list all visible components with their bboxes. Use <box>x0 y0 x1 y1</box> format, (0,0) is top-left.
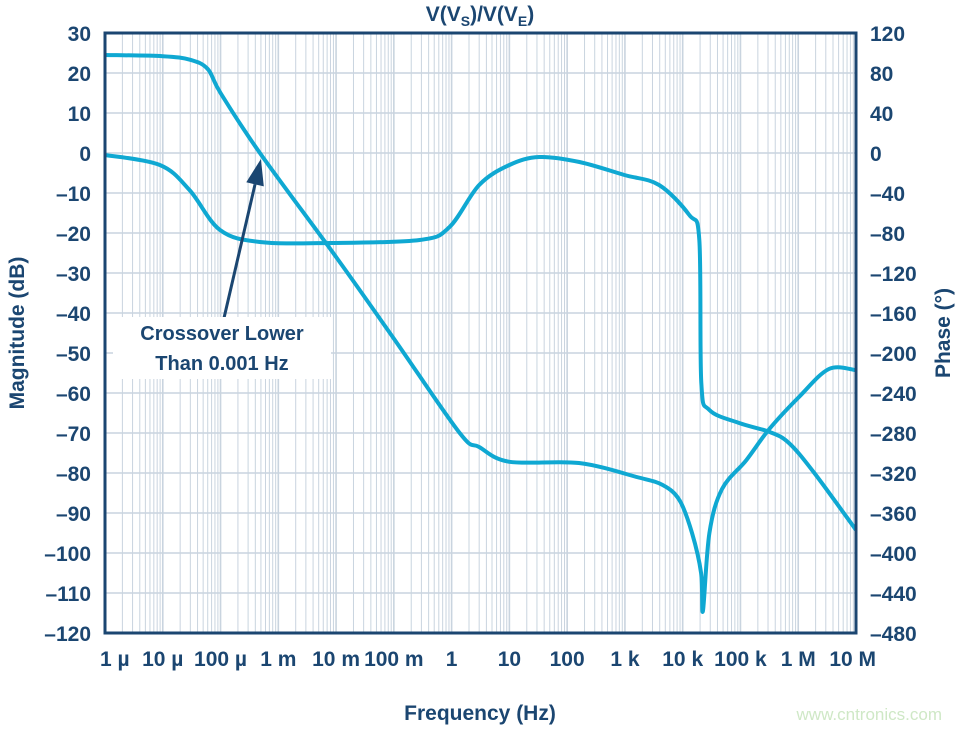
x-tick-label: 1 µ <box>100 648 130 671</box>
y-left-tick-label: –120 <box>44 623 91 646</box>
y-left-tick-label: –110 <box>45 583 91 606</box>
y-right-axis-label: Phase (°) <box>932 288 955 378</box>
y-right-tick-label: 40 <box>870 103 893 126</box>
annotation-box <box>113 317 331 379</box>
x-tick-label: 10 µ <box>142 648 183 671</box>
y-right-tick-label: –360 <box>870 503 917 526</box>
y-right-tick-label: –400 <box>870 543 917 566</box>
y-right-tick-label: –280 <box>870 423 917 446</box>
curves <box>104 53 858 614</box>
x-tick-label: 1 m <box>260 648 296 671</box>
y-right-tick-label: –320 <box>870 463 917 486</box>
x-tick-label: 1 k <box>610 648 640 671</box>
y-left-tick-label: –90 <box>56 503 91 526</box>
x-tick-label: 10 m <box>312 648 360 671</box>
x-tick-label: 10 <box>498 648 521 671</box>
chart-title: V(VS)/V(VE) <box>426 3 535 29</box>
x-tick-labels: 1 µ 10 µ 100 µ 1 m 10 m 100 m 1 10 100 1 k 10 k 100… <box>100 648 876 671</box>
magnitude-curve <box>104 53 857 614</box>
y-left-tick-label: 30 <box>68 23 91 46</box>
x-tick-label: 1 M <box>781 648 816 671</box>
y-left-tick-label: –40 <box>56 303 91 326</box>
y-left-tick-label: –70 <box>56 423 91 446</box>
y-left-tick-label: 10 <box>68 103 91 126</box>
y-right-tick-label: 0 <box>870 143 882 166</box>
x-tick-label: 10 M <box>829 648 876 671</box>
phase-curve <box>104 153 858 532</box>
watermark: www.cntronics.com <box>796 705 942 724</box>
x-tick-label: 1 <box>446 648 458 671</box>
y-right-tick-label: –440 <box>870 583 917 606</box>
y-right-tick-label: –80 <box>870 223 905 246</box>
x-tick-label: 100 <box>550 648 585 671</box>
y-left-tick-label: –60 <box>56 383 91 406</box>
x-tick-label: 10 k <box>662 648 703 671</box>
plot-frame <box>103 31 858 635</box>
y-right-tick-label: –160 <box>870 303 917 326</box>
annotation-line-2: Than 0.001 Hz <box>155 353 288 375</box>
x-tick-label: 100 µ <box>194 648 247 671</box>
y-left-tick-label: –20 <box>56 223 91 246</box>
x-axis-label: Frequency (Hz) <box>404 702 556 725</box>
y-left-tick-label: 20 <box>68 63 91 86</box>
y-right-tick-label: –40 <box>870 183 905 206</box>
y-left-tick-label: –100 <box>44 543 91 566</box>
annotation-line-1: Crossover Lower <box>140 323 304 345</box>
y-right-tick-label: –120 <box>870 263 917 286</box>
y-left-tick-label: –80 <box>56 463 91 486</box>
x-tick-label: 100 m <box>364 648 424 671</box>
x-tick-label: 100 k <box>714 648 767 671</box>
y-left-tick-label: –30 <box>56 263 91 286</box>
y-left-tick-label: –50 <box>56 343 91 366</box>
y-left-tick-labels: 30 20 10 0 –10 –20 –30 –40 –50 –60 –70 –80 –90 –100 –1… <box>44 23 91 646</box>
y-right-tick-label: 80 <box>870 63 893 86</box>
annotation-arrow-line <box>222 183 257 319</box>
y-left-axis-label: Magnitude (dB) <box>6 257 29 410</box>
y-right-tick-label: 120 <box>870 23 905 46</box>
y-right-tick-label: –200 <box>870 343 917 366</box>
y-right-tick-labels: 120 80 40 0 –40 –80 –120 –160 –200 –240 –280 –320 –3… <box>870 23 917 646</box>
y-left-tick-label: 0 <box>79 143 91 166</box>
annotation-arrow-head <box>246 159 264 187</box>
y-right-tick-label: –480 <box>870 623 917 646</box>
y-left-tick-label: –10 <box>56 183 91 206</box>
crossover-annotation: Crossover Lower Than 0.001 Hz <box>113 159 331 379</box>
y-right-tick-label: –240 <box>870 383 917 406</box>
